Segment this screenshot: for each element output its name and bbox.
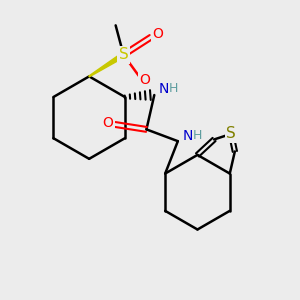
Text: S: S <box>118 47 128 62</box>
Text: O: O <box>103 116 114 130</box>
Text: N: N <box>182 129 193 143</box>
Text: O: O <box>152 27 163 41</box>
Text: S: S <box>226 126 236 141</box>
Text: N: N <box>159 82 169 96</box>
Text: S: S <box>118 47 128 62</box>
Text: H: H <box>193 129 202 142</box>
Text: H: H <box>169 82 178 95</box>
Text: O: O <box>140 73 151 87</box>
Text: H: H <box>193 129 202 142</box>
Text: N: N <box>159 82 169 96</box>
Text: H: H <box>169 82 178 95</box>
Text: N: N <box>182 129 193 143</box>
Text: O: O <box>140 73 151 87</box>
Text: S: S <box>227 125 237 140</box>
Text: O: O <box>152 27 163 41</box>
Text: O: O <box>103 116 114 130</box>
Polygon shape <box>89 53 125 77</box>
